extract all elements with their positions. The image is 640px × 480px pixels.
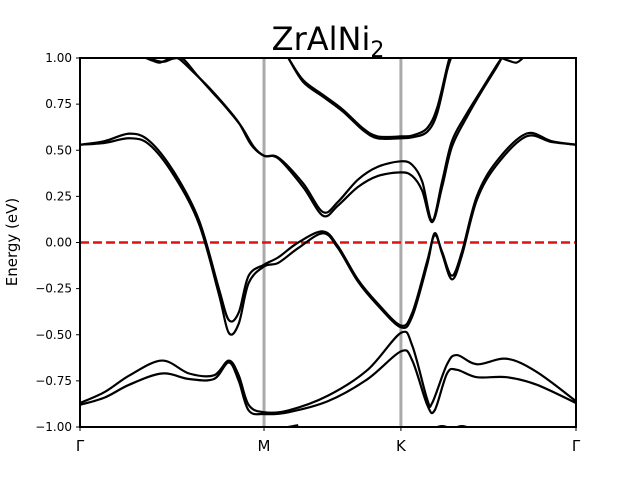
y-tick-label-2: −0.50 bbox=[35, 328, 72, 342]
band-cond-d bbox=[287, 58, 453, 141]
band-valence-a bbox=[80, 330, 576, 414]
chart-title-main: ZrAlNi bbox=[272, 20, 371, 58]
y-tick-label-1: −0.75 bbox=[35, 374, 72, 388]
y-tick-label-0: −1.00 bbox=[35, 420, 72, 434]
y-tick-label-5: 0.25 bbox=[45, 189, 72, 203]
y-tick-label-3: −0.25 bbox=[35, 282, 72, 296]
band-upper-3 bbox=[501, 58, 524, 64]
band-cond-c bbox=[287, 58, 451, 139]
band-gamma-b bbox=[80, 134, 576, 336]
x-tick-label-0: Γ bbox=[76, 437, 85, 455]
band-lines bbox=[80, 58, 576, 427]
x-tick-label-1: M bbox=[258, 437, 271, 455]
y-tick-label-6: 0.50 bbox=[45, 143, 72, 157]
y-axis-ticks: −1.00 −0.75 −0.50 −0.25 0.00 0.25 0.50 0.75 1.00 bbox=[35, 51, 80, 434]
band-cond-b bbox=[176, 58, 503, 224]
x-tick-label-3: Γ bbox=[572, 437, 581, 455]
chart-title-subscript: 2 bbox=[370, 38, 384, 63]
y-axis-label: Energy (eV) bbox=[3, 198, 21, 286]
chart-title: ZrAlNi2 bbox=[272, 20, 385, 63]
band-valence-b bbox=[80, 349, 576, 416]
x-tick-label-2: K bbox=[396, 437, 407, 455]
y-tick-label-4: 0.00 bbox=[45, 236, 72, 250]
y-tick-label-7: 0.75 bbox=[45, 97, 72, 111]
y-tick-label-8: 1.00 bbox=[45, 51, 72, 65]
